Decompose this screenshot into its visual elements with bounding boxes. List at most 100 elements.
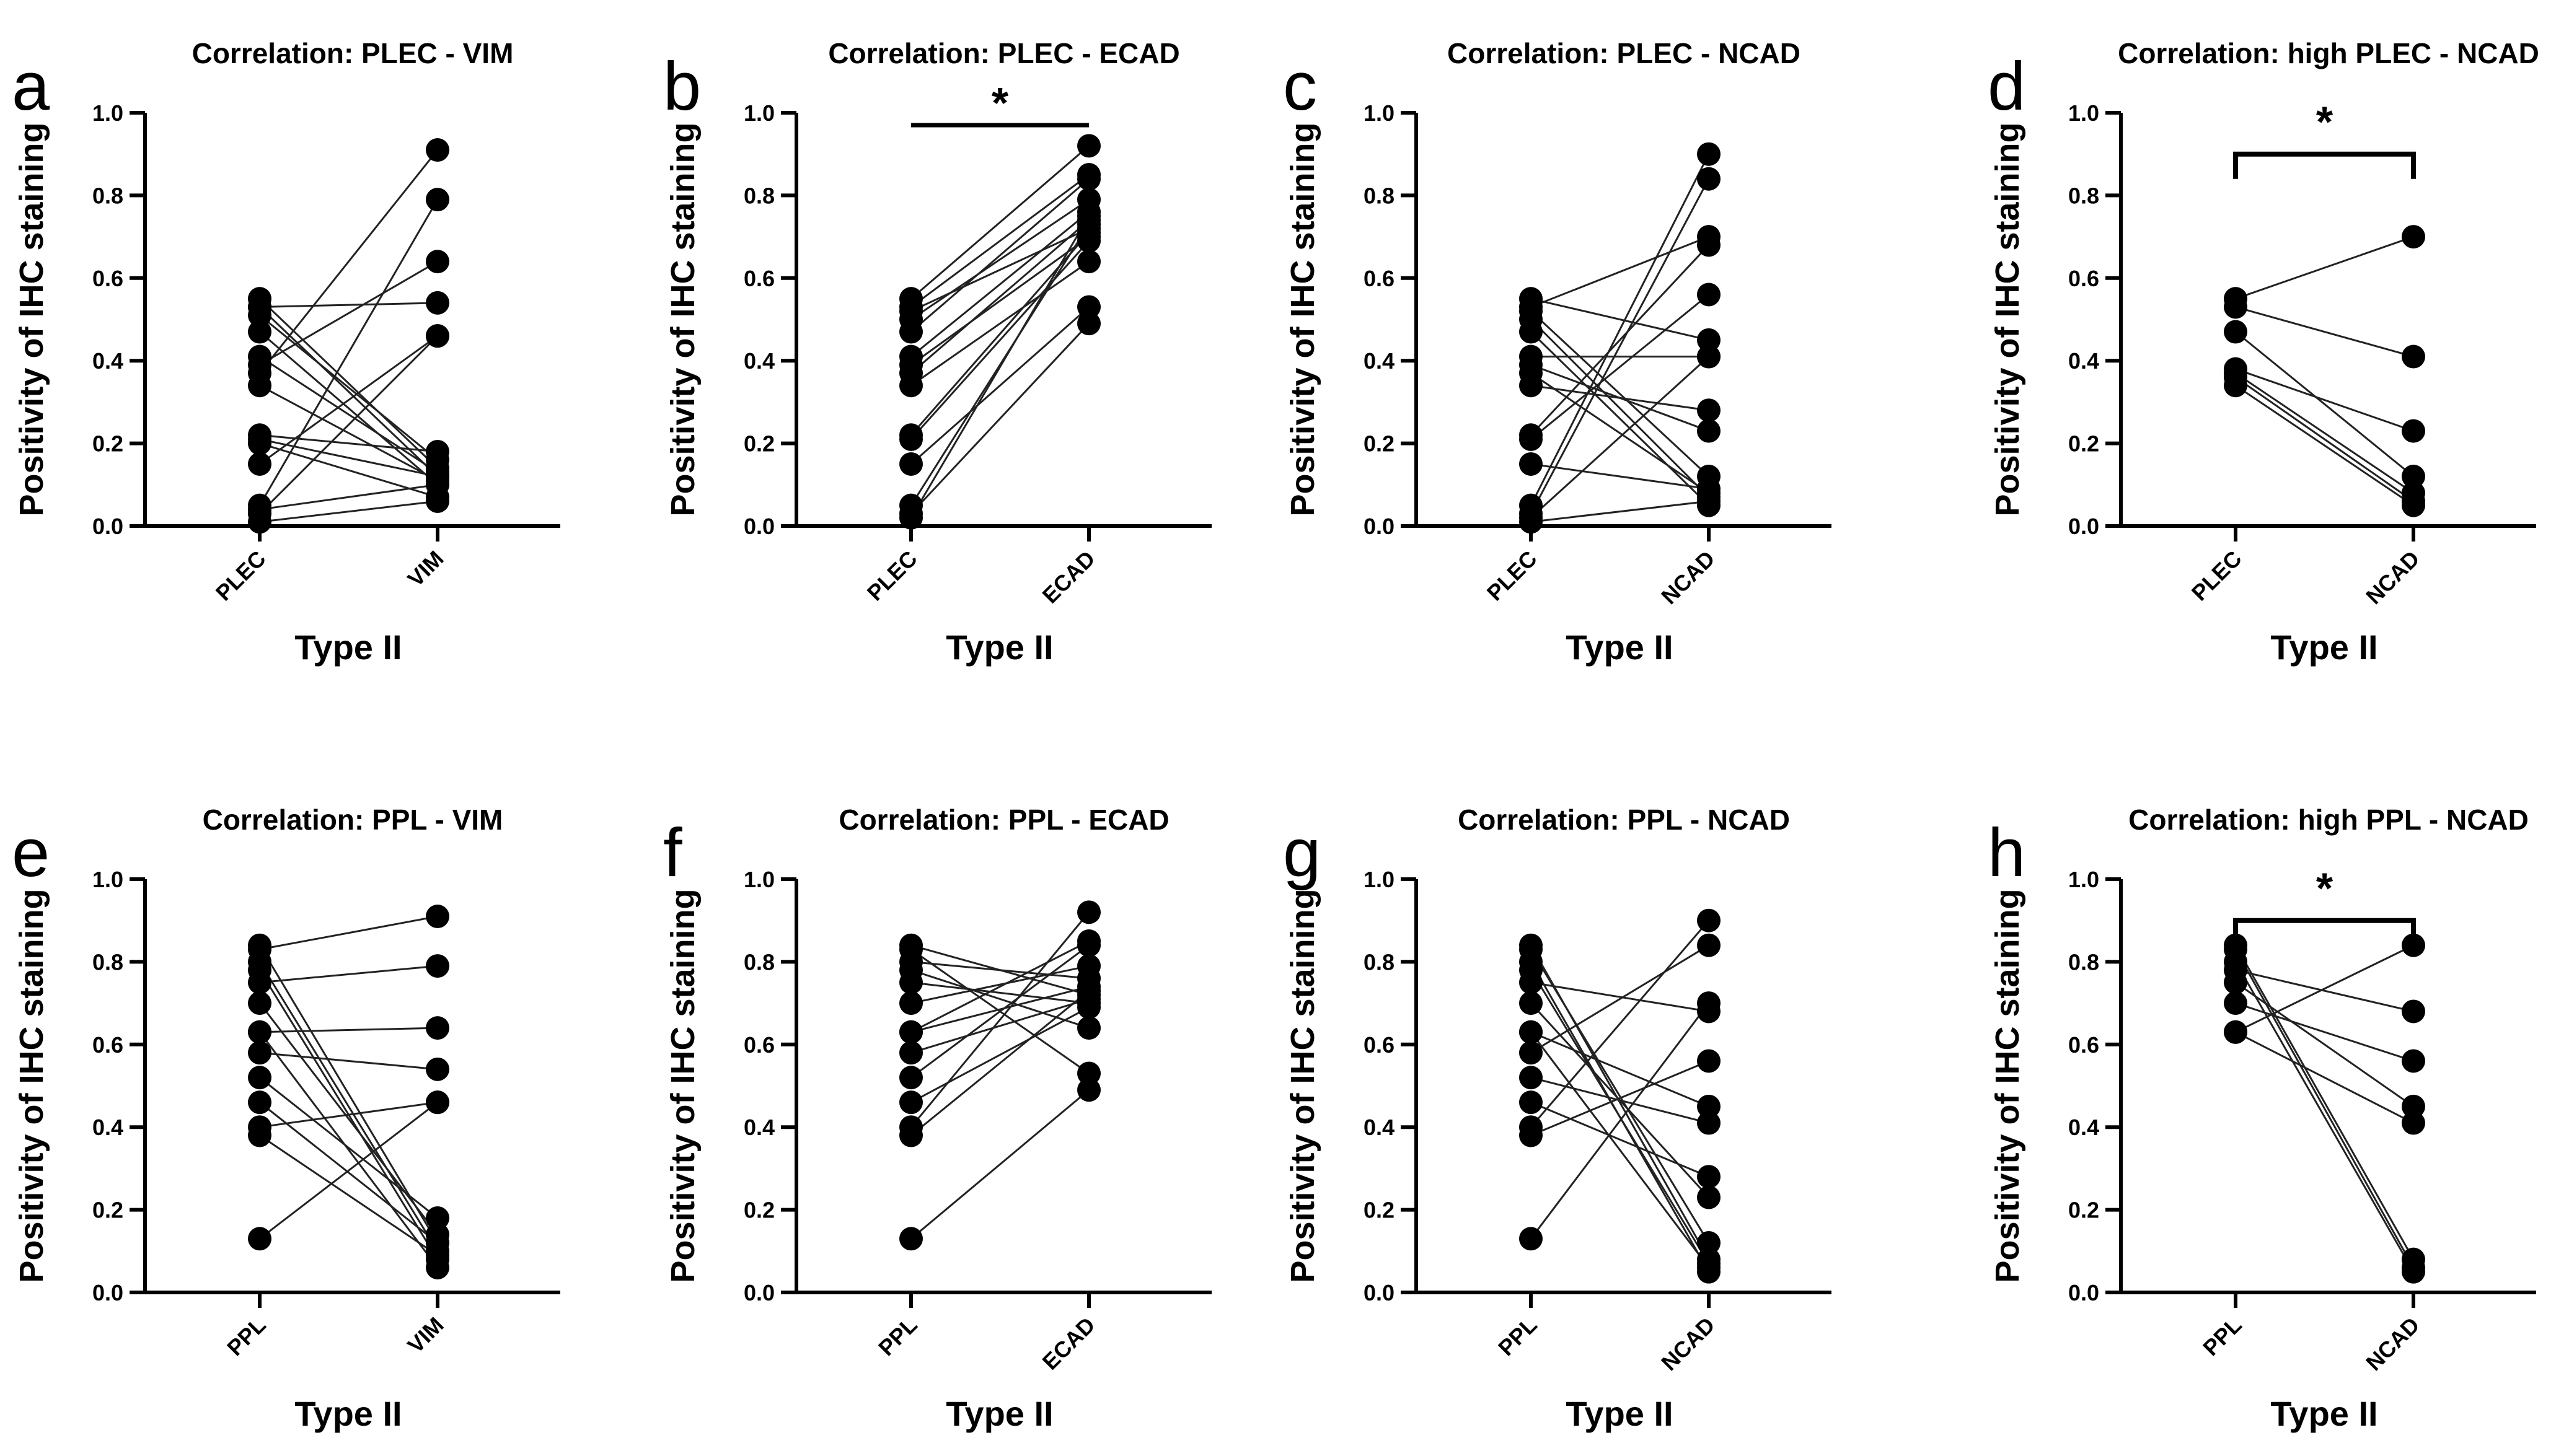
pair-line — [1530, 318, 1710, 498]
pair-line — [1530, 969, 1710, 1265]
x-axis-label: Type II — [1566, 628, 1673, 667]
panel-letter: a — [12, 48, 50, 125]
x-tick-label: PLEC — [211, 546, 271, 606]
data-point-ecad — [1077, 1061, 1101, 1085]
pair-line — [2235, 372, 2414, 494]
y-tick-label: 0.8 — [2068, 949, 2099, 975]
y-tick-label: 0.2 — [2068, 431, 2099, 457]
data-point-ncad — [1697, 1111, 1721, 1135]
pair-line — [910, 145, 1090, 300]
data-point-vim — [426, 324, 449, 348]
pair-line — [910, 960, 1090, 980]
significance-star: * — [2316, 864, 2333, 913]
y-tick-label: 0.0 — [2068, 514, 2099, 539]
panel-d: d Correlation: high PLEC - NCAD Positivity… — [1988, 37, 2539, 667]
data-point-ncad — [2402, 419, 2425, 443]
data-point-ecad — [1077, 1016, 1101, 1040]
y-tick-label: 0.0 — [744, 514, 775, 539]
x-axis-label: Type II — [946, 628, 1053, 667]
panel-letter: d — [1988, 48, 2025, 125]
data-point-vim — [426, 291, 449, 315]
x-axis-label: Type II — [2270, 628, 2377, 667]
panel-letter: e — [12, 815, 50, 891]
panel-letter: g — [1283, 815, 1321, 891]
y-tick-label: 0.2 — [744, 431, 775, 457]
pair-line — [258, 944, 439, 1243]
data-point-ecad — [1077, 167, 1101, 191]
x-axis-label: Type II — [2270, 1394, 2377, 1433]
pair-line — [1530, 919, 1710, 1128]
data-point-ppl — [1519, 970, 1543, 994]
y-tick-label: 0.4 — [1364, 1115, 1395, 1140]
panel-title: Correlation: PPL - NCAD — [1458, 804, 1790, 836]
data-point-ecad — [1077, 295, 1101, 319]
data-point-ppl — [899, 1090, 923, 1115]
x-axis-label: Type II — [946, 1394, 1053, 1433]
pair-line — [1530, 1060, 1709, 1136]
panel-title: Correlation: high PLEC - NCAD — [2118, 37, 2539, 69]
data-point-vim — [426, 1016, 449, 1040]
y-tick-label: 0.4 — [2068, 348, 2099, 374]
panel-title: Correlation: PLEC - ECAD — [828, 37, 1179, 69]
y-tick-label: 0.2 — [744, 1198, 775, 1223]
x-axis-label: Type II — [1566, 1394, 1673, 1433]
pair-line — [1530, 235, 1709, 308]
y-tick-label: 0.2 — [92, 431, 123, 457]
data-point-ncad — [1697, 142, 1721, 166]
pair-line — [2234, 961, 2415, 1273]
pair-line — [2235, 331, 2414, 478]
y-tick-label: 0.0 — [92, 1280, 123, 1305]
pair-line — [1530, 372, 1709, 494]
pair-line — [258, 199, 439, 506]
y-axis-label: Positivity of IHC staining — [13, 888, 50, 1283]
pair-line — [910, 969, 1090, 1029]
pair-line — [910, 911, 1090, 1128]
x-tick-label: ECAD — [1038, 546, 1100, 608]
data-point-ncad — [1697, 167, 1721, 191]
pair-line — [259, 1027, 438, 1033]
data-point-plec — [248, 510, 271, 534]
data-point-vim — [426, 138, 449, 162]
data-point-ncad — [1697, 283, 1721, 307]
pair-line — [1530, 944, 1709, 1054]
data-point-ppl — [248, 1020, 271, 1044]
pair-line — [259, 500, 438, 523]
pair-line — [910, 989, 1090, 1136]
pair-line — [259, 483, 438, 511]
data-point-vim — [426, 473, 449, 497]
data-point-ppl — [248, 1123, 271, 1147]
panel-title: Correlation: high PPL - NCAD — [2128, 804, 2529, 836]
data-point-ncad — [1697, 1230, 1721, 1255]
pair-line — [910, 227, 1090, 312]
data-point-vim — [426, 1090, 449, 1115]
y-tick-label: 0.6 — [1364, 266, 1395, 291]
data-point-ncad — [1697, 328, 1721, 352]
data-point-vim — [426, 1206, 449, 1230]
data-point-ppl — [899, 1066, 923, 1090]
data-point-ppl — [2224, 1020, 2247, 1044]
panel-letter: b — [663, 48, 701, 125]
panel-letter: h — [1988, 815, 2025, 891]
data-point-ppl — [248, 991, 271, 1015]
data-point-ppl — [1519, 1227, 1543, 1251]
pair-line — [1530, 1076, 1709, 1124]
pair-line — [910, 940, 1090, 1033]
pair-line — [910, 235, 1090, 366]
pair-line — [1530, 244, 1710, 436]
data-point-plec — [1519, 452, 1543, 476]
data-point-vim — [426, 439, 449, 463]
data-point-ncad — [2402, 999, 2425, 1024]
data-point-plec — [899, 374, 923, 398]
panel-title: Correlation: PPL - VIM — [203, 804, 503, 836]
y-tick-label: 0.6 — [92, 1032, 123, 1058]
y-tick-label: 0.4 — [92, 348, 123, 374]
data-point-ncad — [2402, 493, 2425, 517]
data-point-ecad — [1077, 312, 1101, 336]
pair-line — [258, 149, 439, 374]
pair-line — [1530, 294, 1709, 441]
data-point-ecad — [1077, 204, 1101, 228]
pair-line — [1530, 310, 1710, 478]
pair-line — [910, 998, 1090, 1054]
pair-line — [1530, 1031, 1709, 1108]
